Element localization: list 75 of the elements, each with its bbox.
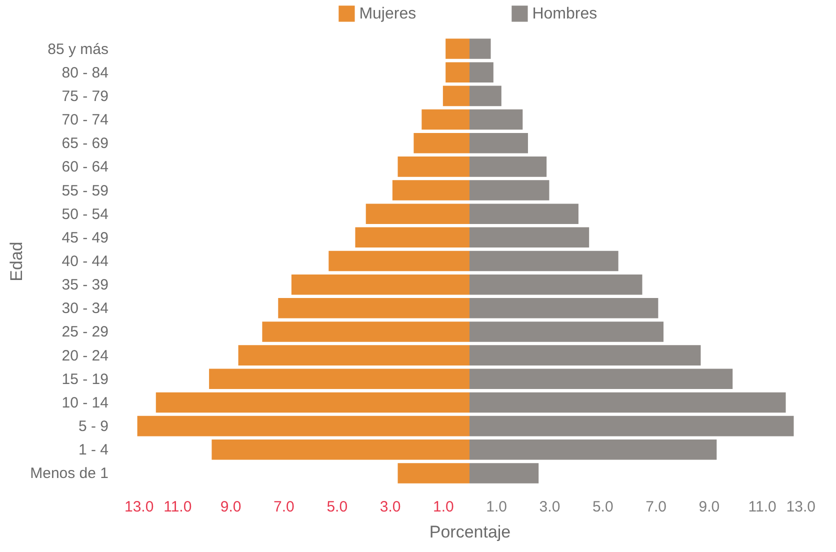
- y-tick-label: 45 - 49: [62, 229, 108, 246]
- x-tick-label: 1.0: [486, 498, 508, 516]
- bar: [470, 298, 658, 318]
- bar: [470, 227, 590, 248]
- bar: [366, 204, 470, 224]
- bar: [422, 109, 470, 130]
- bar: [137, 416, 470, 436]
- y-tick-label: Menos de 1: [30, 465, 108, 482]
- bar: [470, 86, 502, 106]
- bar: [470, 345, 701, 366]
- x-tick-label: 7.0: [274, 498, 294, 516]
- bar: [470, 204, 578, 224]
- bar: [291, 274, 470, 295]
- bar: [238, 345, 470, 366]
- bar: [470, 463, 539, 484]
- bar: [446, 38, 470, 59]
- y-tick-label: 10 - 14: [62, 394, 108, 412]
- bar: [470, 38, 491, 59]
- bar: [414, 132, 470, 154]
- y-tick-label: 60 - 64: [62, 158, 108, 176]
- y-tick-label: 70 - 74: [62, 112, 108, 129]
- x-tick-label: 5.0: [592, 498, 614, 516]
- y-tick-label: 55 - 59: [62, 182, 108, 200]
- x-tick-label: 9.0: [698, 498, 720, 516]
- bar: [446, 62, 470, 83]
- bar: [470, 250, 618, 272]
- bar: [470, 132, 528, 154]
- legend-label: Mujeres: [359, 6, 416, 23]
- bar: [470, 322, 664, 342]
- bar: [262, 322, 470, 342]
- bar: [278, 298, 470, 318]
- y-axis-title: Edad: [7, 242, 26, 282]
- x-tick-label: 13.0: [786, 498, 816, 516]
- bar: [470, 416, 794, 436]
- y-tick-label: 30 - 34: [62, 300, 108, 318]
- bar: [470, 180, 550, 200]
- x-tick-label: 9.0: [220, 498, 242, 516]
- bar: [470, 62, 494, 83]
- bar: [398, 156, 470, 177]
- bar: [470, 368, 733, 390]
- bar: [442, 86, 470, 106]
- bar: [470, 274, 642, 295]
- y-tick-label: 80 - 84: [62, 64, 108, 82]
- y-tick-label: 25 - 29: [62, 324, 108, 341]
- y-tick-label: 75 - 79: [62, 88, 108, 105]
- bar: [470, 109, 523, 130]
- x-tick-label: 3.0: [539, 498, 560, 516]
- bar: [398, 463, 470, 484]
- y-tick-label: 85 y más: [48, 40, 108, 58]
- x-tick-label: 11.0: [748, 498, 776, 516]
- y-tick-label: 50 - 54: [62, 206, 108, 223]
- x-tick-label: 1.0: [432, 498, 454, 516]
- x-tick-label: 5.0: [326, 498, 348, 516]
- y-tick-label: 5 - 9: [78, 418, 108, 436]
- x-tick-label: 3.0: [380, 498, 401, 516]
- bar: [212, 439, 470, 460]
- x-axis-title: Porcentaje: [429, 522, 511, 542]
- y-tick-label: 15 - 19: [62, 370, 108, 388]
- y-tick-label: 20 - 24: [62, 347, 108, 364]
- bar: [392, 180, 470, 200]
- y-tick-label: 35 - 39: [62, 276, 108, 294]
- legend-label: Hombres: [532, 6, 598, 23]
- y-tick-label: 1 - 4: [78, 442, 108, 459]
- bar: [355, 227, 470, 248]
- x-tick-label: 13.0: [124, 498, 154, 516]
- bar: [209, 368, 470, 390]
- bar: [470, 392, 786, 413]
- x-tick-label: 7.0: [646, 498, 666, 516]
- bar: [470, 439, 717, 460]
- x-tick-label: 11.0: [164, 498, 192, 516]
- bar: [470, 156, 547, 177]
- bar: [156, 392, 470, 413]
- y-tick-label: 65 - 69: [62, 135, 108, 152]
- y-tick-label: 40 - 44: [62, 253, 108, 270]
- bar: [328, 250, 470, 272]
